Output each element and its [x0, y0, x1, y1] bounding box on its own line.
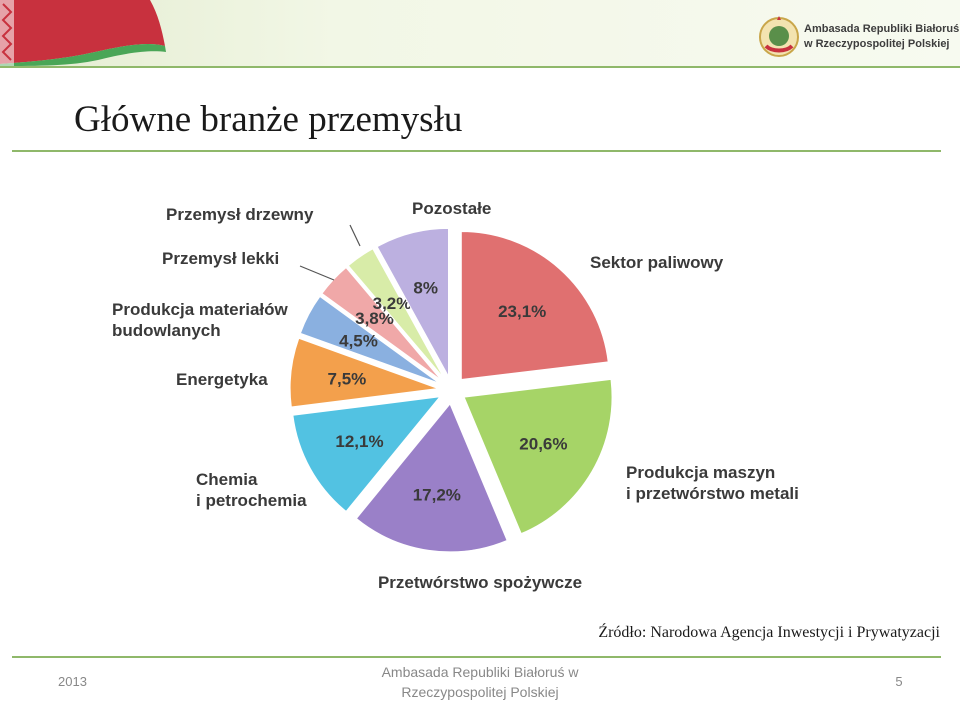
embassy-logo-text: Ambasada Republiki Białoruś w Rzeczyposp… [804, 22, 959, 52]
title-divider [12, 150, 941, 152]
pie-slice [347, 248, 445, 379]
footer-divider [12, 656, 941, 658]
belarus-flag-icon [0, 0, 166, 66]
flag-red-stripe [0, 0, 165, 64]
pie-slice [463, 378, 613, 535]
slice-category-label: Przetwórstwo spożywcze [378, 573, 582, 592]
flag-green-stripe [0, 44, 166, 66]
slice-value-label: 8% [413, 279, 438, 298]
embassy-logo-line2: w Rzeczypospolitej Polskiej [804, 38, 950, 50]
slice-category-label: Sektor paliwowy [590, 253, 724, 272]
slice-category-label: Przemysł drzewny [166, 205, 314, 224]
footer-embassy-line1: Ambasada Republiki Białoruś w [381, 664, 579, 680]
slice-category-label: Produkcja materiałów budowlanych [112, 300, 289, 340]
pie-slice [292, 396, 441, 513]
leader-line [349, 224, 361, 247]
slice-value-label: 4,5% [339, 332, 378, 351]
slice-value-label: 17,2% [413, 486, 461, 505]
slice-value-label: 23,1% [498, 302, 546, 321]
slice-value-label: 3,8% [355, 309, 394, 328]
flag-ornament-pattern [1, 3, 13, 61]
slice-value-label: 3,2% [373, 294, 412, 313]
footer-embassy-line2: Rzeczypospolitej Polskiej [401, 684, 559, 700]
slice-category-label: Chemia i petrochemia [196, 470, 307, 510]
slice-category-label: Energetyka [176, 370, 268, 389]
pie-slice [289, 337, 439, 408]
slice-category-label: Produkcja maszyn i przetwórstwo metali [626, 463, 799, 503]
pie-slice [355, 402, 508, 553]
slice-value-label: 12,1% [335, 432, 383, 451]
leader-line [299, 265, 335, 281]
embassy-logo-line1: Ambasada Republiki Białoruś [804, 23, 960, 35]
slice-category-label: Pozostałe [412, 199, 491, 218]
slice-value-label: 20,6% [519, 434, 567, 453]
pie-chart: 23,1% Sektor paliwowy 20,6% Produkcja maszy… [112, 199, 799, 592]
footer-year: 2013 [58, 674, 87, 689]
belarus-emblem-icon [759, 16, 799, 57]
pie-slice [299, 295, 440, 384]
pie-slice [460, 230, 609, 381]
footer-embassy-name: Ambasada Republiki Białoruś w Rzeczyposp… [330, 662, 630, 702]
header-divider [0, 66, 960, 68]
source-text: Źródło: Narodowa Agencja Inwestycji i Pr… [598, 624, 940, 641]
pie-slice [376, 227, 449, 377]
slice-value-label: 7,5% [328, 369, 367, 388]
page-title: Główne branże przemysłu [74, 99, 463, 140]
slice-category-label: Przemysł lekki [162, 249, 279, 268]
page-number: 5 [895, 674, 903, 689]
